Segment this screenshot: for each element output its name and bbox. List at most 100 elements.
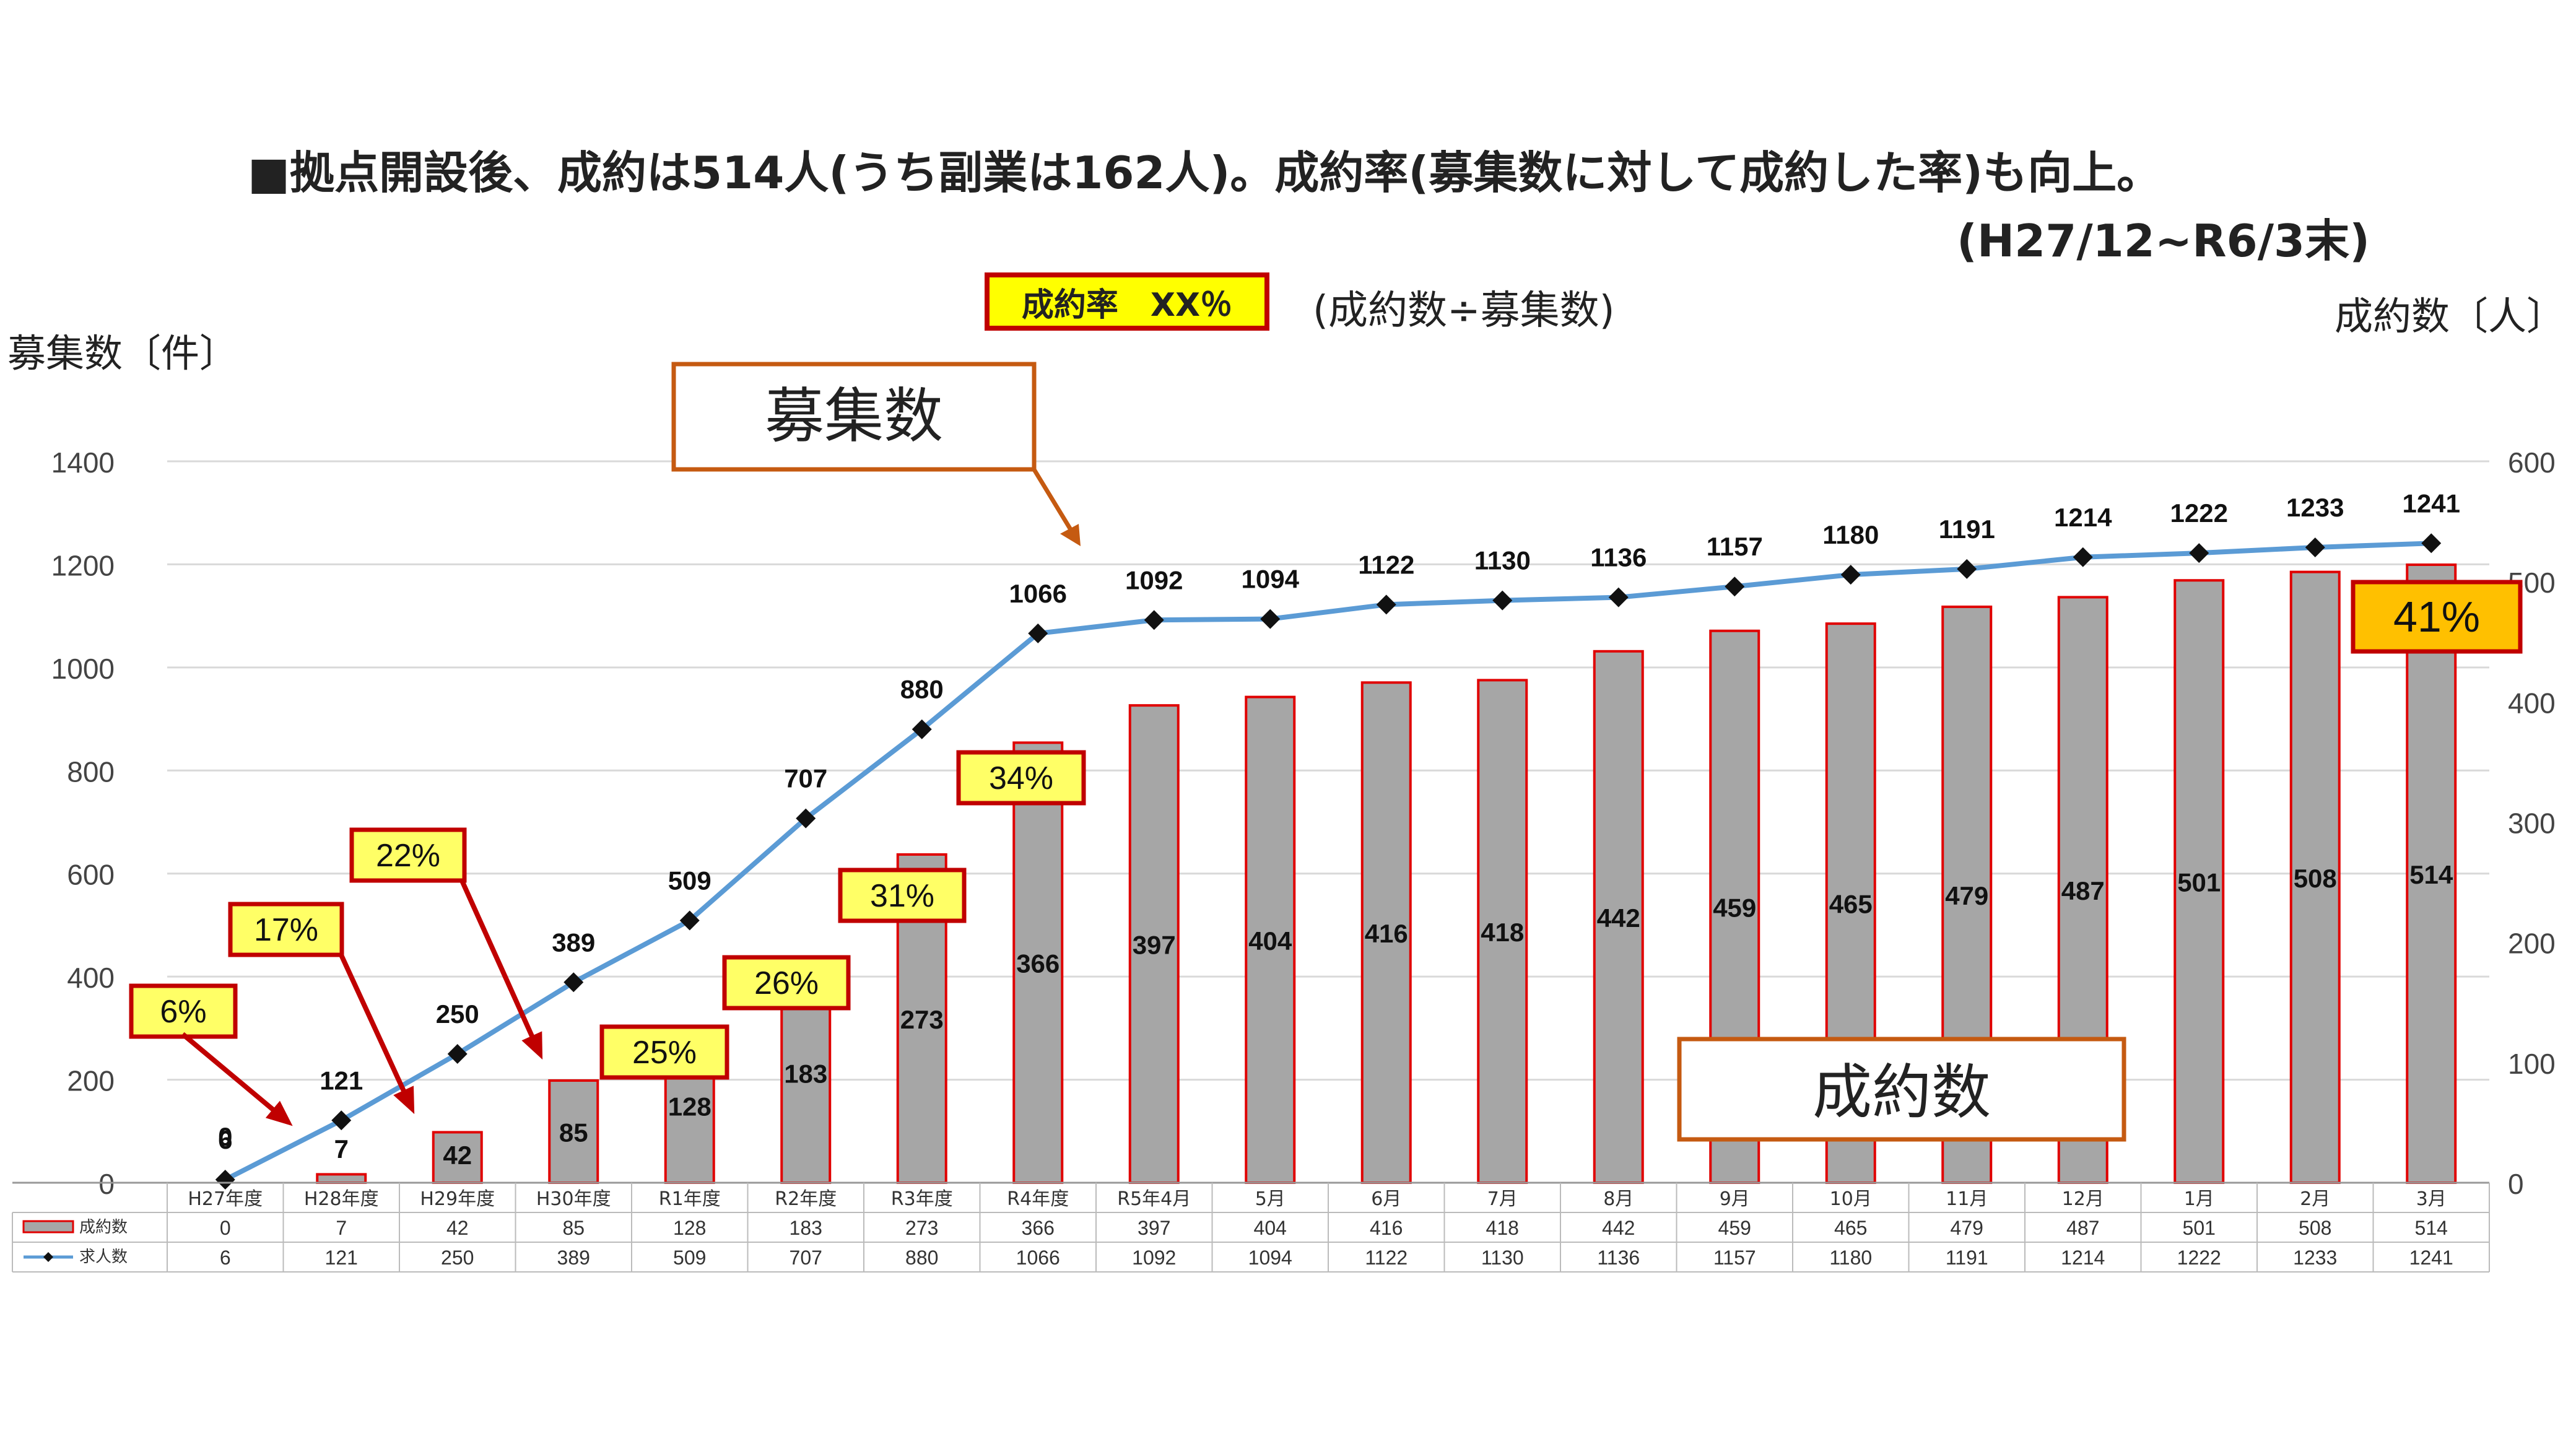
bar — [316, 1173, 367, 1184]
line-data-label: 707 — [784, 764, 827, 793]
bar-data-label: 487 — [2061, 876, 2105, 905]
table-cell: 273 — [905, 1217, 938, 1239]
rate-badge — [838, 868, 967, 923]
callout-pointer — [1031, 466, 1076, 537]
table-cell: 508 — [2299, 1217, 2331, 1239]
bar-data-label: 508 — [2294, 864, 2337, 893]
rate-formula: (成約数÷募集数) — [1313, 288, 1615, 334]
rate-badge-label: 17% — [254, 912, 318, 948]
line-data-label: 509 — [668, 866, 711, 895]
x-category-label: 6月 — [1371, 1188, 1401, 1210]
x-category-label: R1年度 — [659, 1188, 721, 1210]
right-tick-label: 400 — [2508, 687, 2556, 719]
table-cell: 1191 — [1946, 1247, 1988, 1269]
x-category-label: 1月 — [2184, 1188, 2214, 1210]
rate-badge-label: 41% — [2393, 593, 2480, 641]
bar-data-label: 128 — [668, 1092, 711, 1121]
line-data-label: 1066 — [1009, 579, 1067, 608]
bar-data-label: 7 — [334, 1134, 349, 1164]
table-cell: 6 — [220, 1247, 231, 1269]
left-tick-label: 800 — [67, 755, 115, 788]
table-cell: 1136 — [1597, 1247, 1640, 1269]
left-axis-title: 募集数〔件〕 — [7, 331, 238, 376]
rate-badge-label: 6% — [160, 994, 206, 1030]
rate-badge-label: 25% — [632, 1035, 697, 1071]
bar — [548, 1079, 599, 1185]
bar — [2174, 579, 2225, 1184]
table-cell: 1233 — [2293, 1247, 2337, 1269]
x-category-label: 9月 — [1720, 1188, 1750, 1210]
table-cell: 389 — [557, 1247, 590, 1269]
line-legend-label: 求人数 — [79, 1248, 128, 1266]
line-data-label: 1233 — [2286, 493, 2344, 522]
rate-badge-label: 26% — [754, 965, 819, 1001]
line-point — [1725, 577, 1745, 597]
rate-arrow — [181, 1032, 290, 1125]
bar-data-label: 465 — [1829, 890, 1873, 919]
bar-data-label: 501 — [2177, 868, 2221, 897]
callout-arrowhead — [1060, 524, 1081, 546]
line-point — [1608, 587, 1629, 607]
bar-data-label: 416 — [1365, 919, 1408, 948]
rate-arrowhead — [521, 1031, 543, 1060]
x-category-label: 2月 — [2300, 1188, 2330, 1210]
table-cell: 1222 — [2177, 1247, 2221, 1269]
table-cell: 465 — [1834, 1217, 1867, 1239]
right-axis-title: 成約数〔人〕 — [2334, 294, 2565, 339]
line-data-label: 1241 — [2403, 489, 2460, 518]
bar-callout-box — [1677, 1037, 2126, 1142]
table-cell: 85 — [562, 1217, 585, 1239]
x-category-label: R5年4月 — [1117, 1188, 1191, 1210]
line-data-label: 880 — [900, 675, 944, 704]
line-data-label: 1136 — [1590, 543, 1647, 572]
rate-badge — [228, 902, 344, 957]
bar — [432, 1131, 483, 1184]
x-category-label: R4年度 — [1007, 1188, 1069, 1210]
bar-data-label: 273 — [900, 1005, 944, 1034]
x-category-label: 12月 — [2062, 1188, 2104, 1210]
line-series — [224, 541, 2432, 1182]
bar-data-label: 183 — [784, 1059, 827, 1088]
line-point — [1492, 590, 1513, 611]
table-cell: 1214 — [2061, 1247, 2105, 1269]
left-tick-label: 400 — [67, 962, 115, 994]
bar — [1477, 679, 1528, 1184]
table-cell: 1122 — [1365, 1247, 1408, 1269]
rate-badge-label: 34% — [989, 760, 1053, 796]
left-tick-label: 1200 — [51, 549, 115, 581]
line-data-label: 1122 — [1358, 550, 1414, 579]
right-tick-label: 0 — [2508, 1168, 2524, 1200]
line-point — [1840, 565, 1861, 585]
x-category-label: H30年度 — [536, 1188, 611, 1210]
bar — [1128, 704, 1180, 1184]
line-data-label: 1094 — [1242, 565, 1300, 594]
line-point — [331, 1110, 352, 1131]
rate-arrowhead — [265, 1100, 293, 1126]
left-tick-label: 1400 — [51, 446, 115, 479]
table-cell: 128 — [673, 1217, 706, 1239]
rate-arrow — [459, 878, 542, 1055]
left-tick-label: 200 — [67, 1065, 115, 1097]
line-point — [215, 1170, 235, 1190]
table-cell: 1157 — [1713, 1247, 1756, 1269]
table-cell: 121 — [325, 1247, 358, 1269]
x-category-label: 11月 — [1946, 1188, 1988, 1210]
x-category-label: R3年度 — [891, 1188, 953, 1210]
line-data-label: 1130 — [1474, 546, 1531, 575]
bar-data-label: 42 — [443, 1141, 472, 1170]
right-tick-label: 100 — [2508, 1048, 2556, 1080]
bar — [1593, 650, 1644, 1184]
bar — [2406, 563, 2457, 1184]
table-cell: 459 — [1718, 1217, 1751, 1239]
right-tick-label: 200 — [2508, 928, 2556, 960]
x-category-label: 3月 — [2416, 1188, 2447, 1210]
rate-badge — [129, 983, 238, 1039]
table-cell: 1094 — [1248, 1247, 1292, 1269]
rate-arrow — [338, 952, 414, 1110]
line-callout-box — [671, 362, 1037, 472]
table-cell: 1066 — [1016, 1247, 1060, 1269]
line-legend-marker — [43, 1252, 53, 1262]
line-point — [2421, 533, 2442, 554]
line-data-label: 1157 — [1707, 532, 1763, 561]
